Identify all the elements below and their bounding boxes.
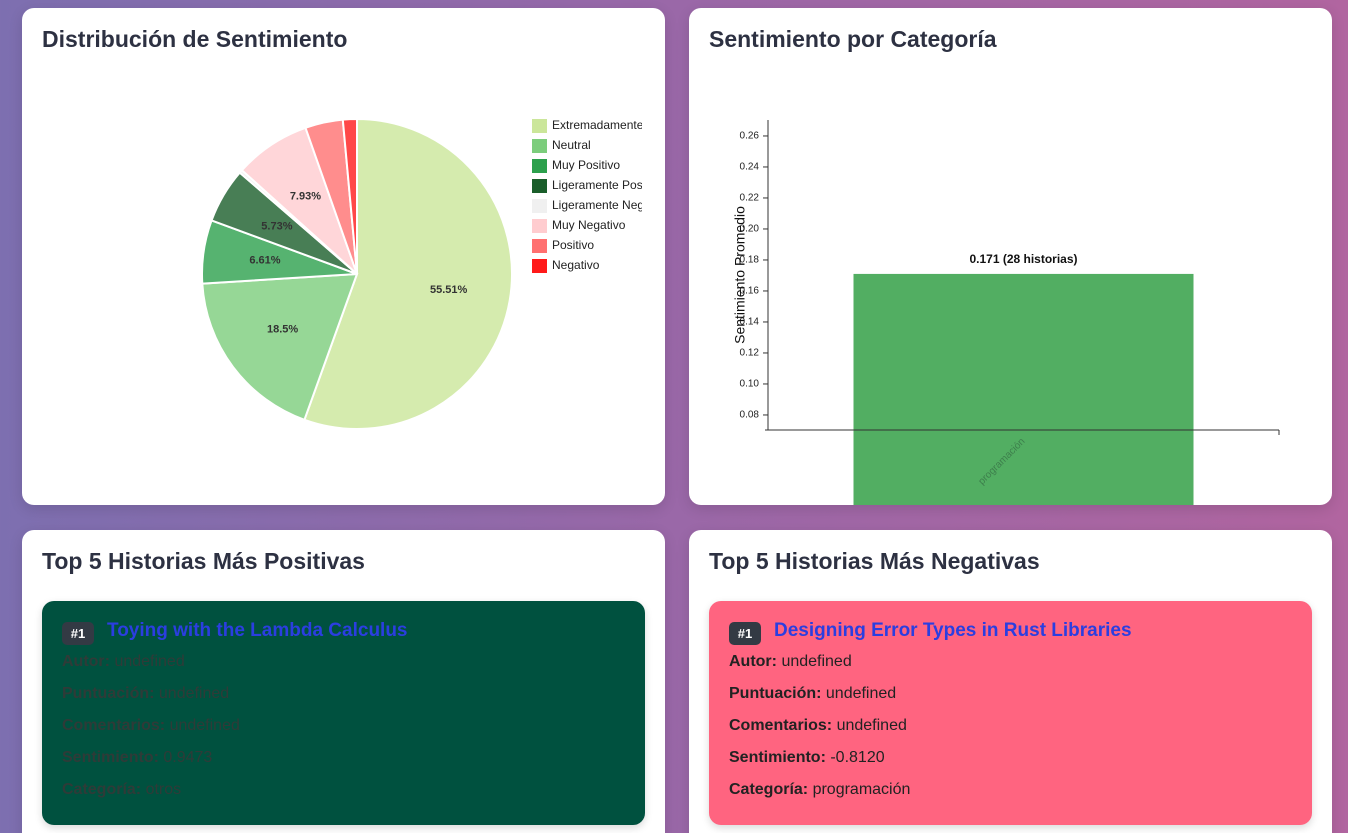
field-value: undefined bbox=[114, 653, 185, 670]
y-axis-label: Sentimiento Promedio bbox=[732, 206, 748, 344]
chart-title: Distribución de Sentimiento bbox=[42, 26, 348, 52]
y-tick-label: 0.10 bbox=[740, 379, 760, 390]
pie-chart: 55.51% 18.5% 6.61% 5.73% 7.93% Extremadamente… bbox=[201, 117, 644, 430]
story-field: Categoría: otros bbox=[62, 781, 181, 799]
bar bbox=[853, 273, 1194, 505]
slice-label: 55.51% bbox=[430, 284, 468, 296]
legend-swatch bbox=[532, 239, 547, 253]
chart-title: Sentimiento por Categoría bbox=[709, 26, 997, 52]
y-tick-label: 0.12 bbox=[740, 348, 760, 359]
y-tick-label: 0.22 bbox=[740, 193, 760, 204]
field-value: undefined bbox=[781, 653, 852, 670]
legend-label: Ligeramente Neg bbox=[552, 198, 644, 212]
field-label: Autor: bbox=[729, 653, 777, 670]
story-field: Autor: undefined bbox=[62, 653, 185, 671]
slice-label: 18.5% bbox=[267, 324, 298, 336]
bar-card: Sentimiento por Categoría 0.171 (28 hist… bbox=[689, 8, 1332, 505]
legend-label: Muy Positivo bbox=[552, 158, 620, 172]
story-card: #1 Designing Error Types in Rust Librarie… bbox=[709, 601, 1312, 825]
legend-swatch bbox=[532, 139, 547, 153]
y-tick-label: 0.08 bbox=[740, 410, 760, 421]
legend-label: Muy Negativo bbox=[552, 218, 626, 232]
bar-chart: 0.171 (28 historias)programación0.080.10… bbox=[732, 120, 1280, 505]
legend-label: Negativo bbox=[552, 258, 600, 272]
slice-label: 7.93% bbox=[290, 191, 321, 203]
story-card: #1 Toying with the Lambda Calculus Autor: … bbox=[42, 601, 645, 825]
story-title[interactable]: Toying with the Lambda Calculus bbox=[107, 620, 408, 641]
field-label: Autor: bbox=[62, 653, 110, 670]
rank-badge: #1 bbox=[62, 622, 94, 645]
pie-slice bbox=[303, 117, 513, 430]
story-field: Comentarios: undefined bbox=[62, 717, 240, 735]
positive-card: Top 5 Historias Más Positivas #1 Toying w… bbox=[22, 530, 665, 833]
legend-swatch bbox=[532, 259, 547, 273]
bar-label: 0.171 (28 historias) bbox=[969, 252, 1077, 266]
field-label: Categoría: bbox=[729, 781, 809, 798]
story-field: Sentimiento: -0.8120 bbox=[729, 749, 885, 767]
legend-swatch bbox=[532, 199, 547, 213]
story-title[interactable]: Designing Error Types in Rust Libraries bbox=[774, 620, 1132, 641]
legend: Extremadamente Neutral Muy Positivo Ligeram… bbox=[532, 118, 644, 273]
y-tick-label: 0.24 bbox=[740, 162, 760, 173]
field-value: otros bbox=[145, 781, 182, 798]
y-tick-label: 0.26 bbox=[740, 131, 760, 142]
field-label: Comentarios: bbox=[729, 717, 833, 734]
legend-label: Positivo bbox=[552, 238, 594, 252]
y-tick-label: 0.20 bbox=[740, 224, 760, 235]
y-tick-label: 0.16 bbox=[740, 286, 760, 297]
pie-card: Distribución de Sentimiento 55.51% 18.5% 6… bbox=[22, 8, 665, 505]
legend-swatch bbox=[532, 179, 547, 193]
legend-swatch bbox=[532, 219, 547, 233]
field-label: Sentimiento: bbox=[62, 749, 159, 766]
story-field: Puntuación: undefined bbox=[62, 685, 229, 703]
field-label: Sentimiento: bbox=[729, 749, 826, 766]
field-value: undefined bbox=[836, 717, 907, 734]
pie-slice bbox=[341, 117, 358, 275]
field-value: -0.8120 bbox=[830, 749, 885, 766]
rank-badge: #1 bbox=[729, 622, 761, 645]
field-value: 0.9473 bbox=[163, 749, 213, 766]
section-title: Top 5 Historias Más Positivas bbox=[42, 548, 365, 574]
legend-label: Ligeramente Pos bbox=[552, 178, 643, 192]
field-value: undefined bbox=[825, 685, 897, 702]
story-field: Comentarios: undefined bbox=[729, 717, 907, 735]
field-label: Puntuación: bbox=[729, 685, 822, 702]
legend-swatch bbox=[532, 159, 547, 173]
story-field: Categoría: programación bbox=[729, 781, 910, 799]
slice-label: 6.61% bbox=[249, 254, 280, 266]
section-title: Top 5 Historias Más Negativas bbox=[709, 548, 1040, 574]
story-field: Autor: undefined bbox=[729, 653, 852, 671]
pie-slice bbox=[201, 272, 359, 422]
field-value: programación bbox=[812, 781, 911, 798]
slice-label: 5.73% bbox=[261, 221, 292, 233]
legend-swatch bbox=[532, 119, 547, 133]
field-value: undefined bbox=[169, 717, 240, 734]
y-tick-label: 0.18 bbox=[740, 255, 760, 266]
field-label: Categoría: bbox=[62, 781, 142, 798]
legend-label: Neutral bbox=[552, 138, 591, 152]
y-tick-label: 0.14 bbox=[740, 317, 760, 328]
field-label: Comentarios: bbox=[62, 717, 166, 734]
field-label: Puntuación: bbox=[62, 685, 155, 702]
negative-card: Top 5 Historias Más Negativas #1 Designin… bbox=[689, 530, 1332, 833]
story-field: Sentimiento: 0.9473 bbox=[62, 749, 212, 767]
field-value: undefined bbox=[158, 685, 230, 702]
story-field: Puntuación: undefined bbox=[729, 685, 896, 703]
legend-label: Extremadamente bbox=[552, 118, 644, 132]
